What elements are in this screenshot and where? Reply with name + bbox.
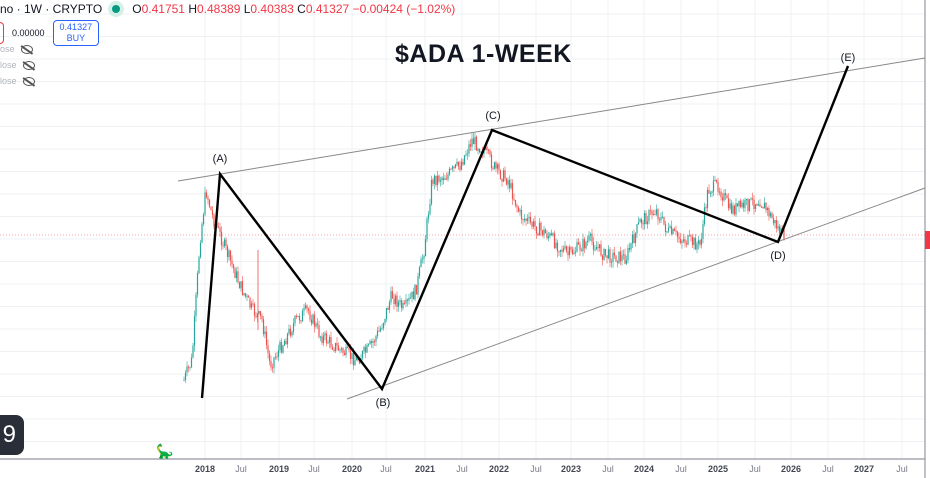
chart-title: $ADA 1-WEEK <box>395 40 572 68</box>
logo-icon: 🦕 <box>156 443 174 459</box>
x-tick-label: Jul <box>380 464 392 474</box>
symbol-info[interactable]: no · 1W · CRYPTO <box>0 2 103 16</box>
symbol-legend: no · 1W · CRYPTO O0.41751 H0.48389 L0.40… <box>0 2 455 16</box>
current-price-tag <box>925 231 930 249</box>
x-tick-label: 2024 <box>633 464 655 474</box>
x-tick-label: Jul <box>456 464 468 474</box>
x-tick-label: 2027 <box>853 464 875 474</box>
wave-label-b: (B) <box>375 397 391 409</box>
market-status-icon <box>112 5 121 13</box>
x-tick-label: Jul <box>308 464 320 474</box>
x-tick-label: 2026 <box>780 464 802 474</box>
wave-label-c: (C) <box>485 110 501 122</box>
x-tick-label: Jul <box>235 464 247 474</box>
indicator-row: ose <box>0 44 33 54</box>
trade-buttons: 0.00000 0.41327 BUY <box>0 20 100 46</box>
x-tick-label: 2021 <box>414 464 436 474</box>
x-tick-label: Jul <box>602 464 614 474</box>
x-tick-label: 2022 <box>488 464 510 474</box>
hidden-eye-icon[interactable] <box>22 60 35 70</box>
countdown-badge: 9 <box>0 415 24 455</box>
x-tick-label: 2019 <box>268 464 290 474</box>
spread-value: 0.00000 <box>12 28 45 38</box>
indicator-row: lose <box>0 76 35 86</box>
buy-button[interactable]: 0.41327 BUY <box>52 20 100 46</box>
buy-price: 0.41327 <box>59 22 93 32</box>
wave-label-a: (A) <box>212 153 228 165</box>
x-tick-label: Jul <box>749 464 761 474</box>
hidden-eye-icon[interactable] <box>20 44 33 54</box>
x-tick-label: 2020 <box>341 464 363 474</box>
sell-button[interactable] <box>0 22 4 44</box>
hidden-eye-icon[interactable] <box>22 76 35 86</box>
wave-label-d: (D) <box>770 250 786 262</box>
x-tick-label: Jul <box>822 464 834 474</box>
x-tick-label: 2018 <box>194 464 216 474</box>
x-tick-label: Jul <box>896 464 908 474</box>
wave-label-e: (E) <box>840 52 856 64</box>
x-tick-label: 2023 <box>560 464 582 474</box>
buy-label: BUY <box>66 33 86 43</box>
x-tick-label: 2025 <box>707 464 729 474</box>
indicator-row: lose <box>0 60 35 70</box>
ohlc-values: O0.41751 H0.48389 L0.40383 C0.41327 −0.0… <box>132 2 456 16</box>
x-tick-label: Jul <box>530 464 542 474</box>
x-tick-label: Jul <box>675 464 687 474</box>
